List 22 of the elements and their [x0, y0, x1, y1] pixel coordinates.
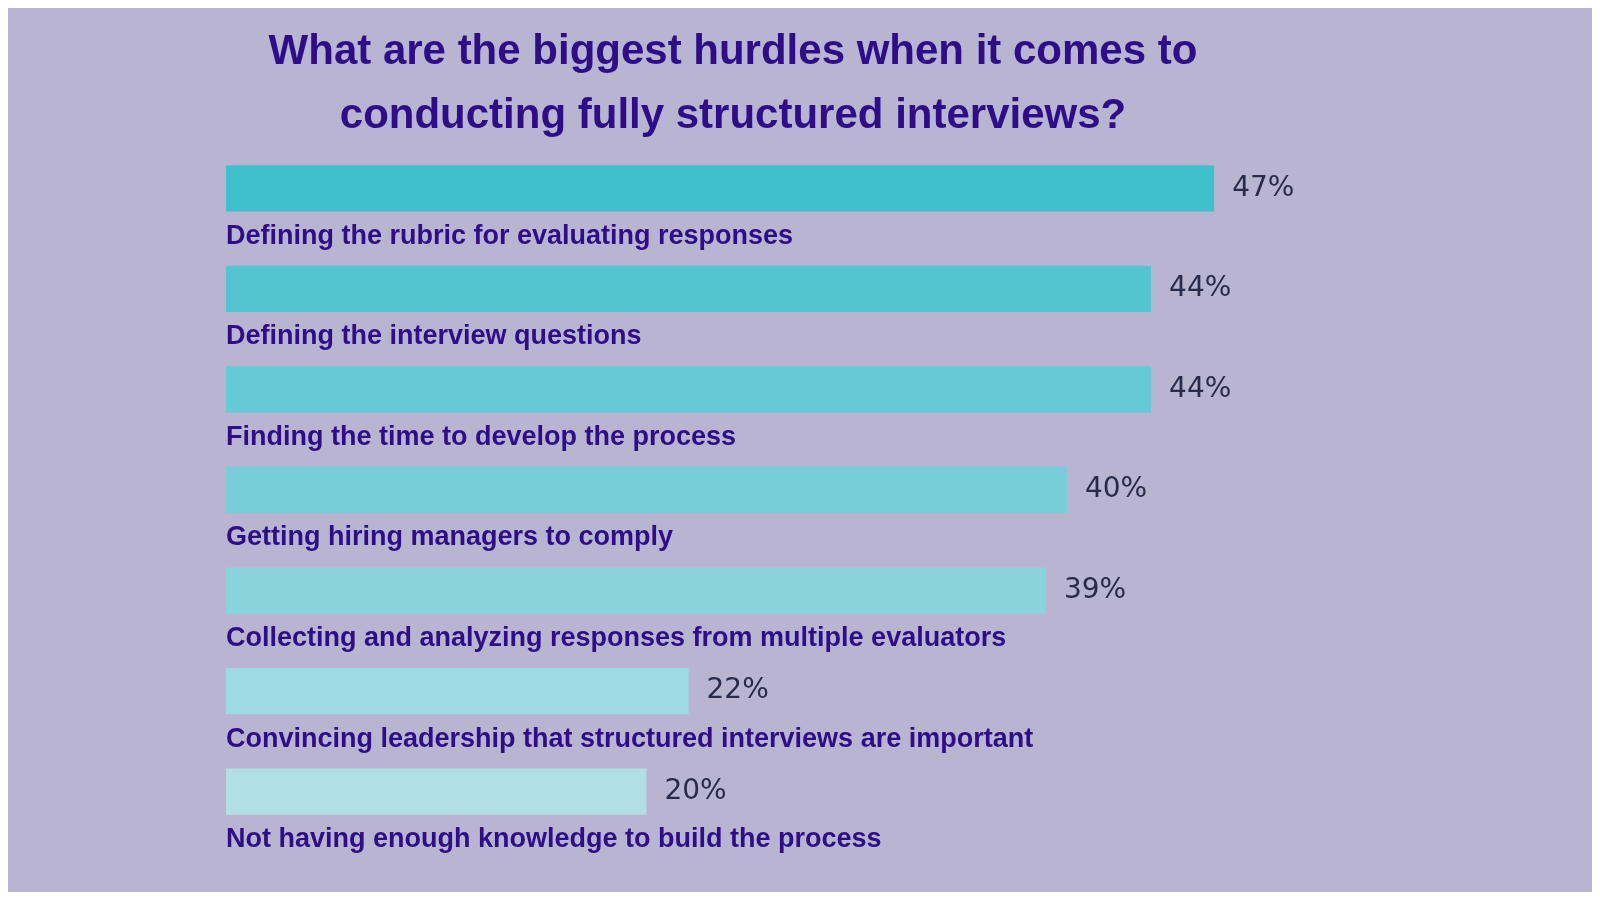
y-tick-label: Finding the time to develop the process: [226, 420, 737, 451]
bar: [226, 668, 689, 715]
y-tick-label: Not having enough knowledge to build the process: [226, 823, 882, 854]
y-tick-label: Convincing leadership that structured interviews are important: [226, 722, 1034, 753]
data-label: 39%: [1063, 571, 1127, 605]
data-label: 40%: [1084, 471, 1148, 505]
bar: [226, 567, 1046, 614]
data-label: 44%: [1169, 270, 1232, 304]
data-label: 44%: [1169, 370, 1232, 404]
bar: [226, 265, 1152, 312]
y-tick-label: Defining the interview questions: [226, 320, 642, 351]
bar: [226, 466, 1067, 514]
data-label: 22%: [706, 672, 769, 706]
y-tick-label: Getting hiring managers to comply: [226, 521, 674, 552]
y-tick-label: Defining the rubric for evaluating responses: [226, 219, 794, 250]
chart-title: What are the biggest hurdles when it comes to conducting fully structured interviews?: [267, 25, 1199, 139]
data-label: 47%: [1232, 169, 1295, 203]
bar: [226, 366, 1152, 413]
bar: [226, 768, 647, 815]
y-tick-label: Collecting and analyzing responses from multiple evaluators: [226, 622, 1007, 653]
bar: [226, 165, 1215, 212]
data-label: 20%: [664, 773, 727, 806]
